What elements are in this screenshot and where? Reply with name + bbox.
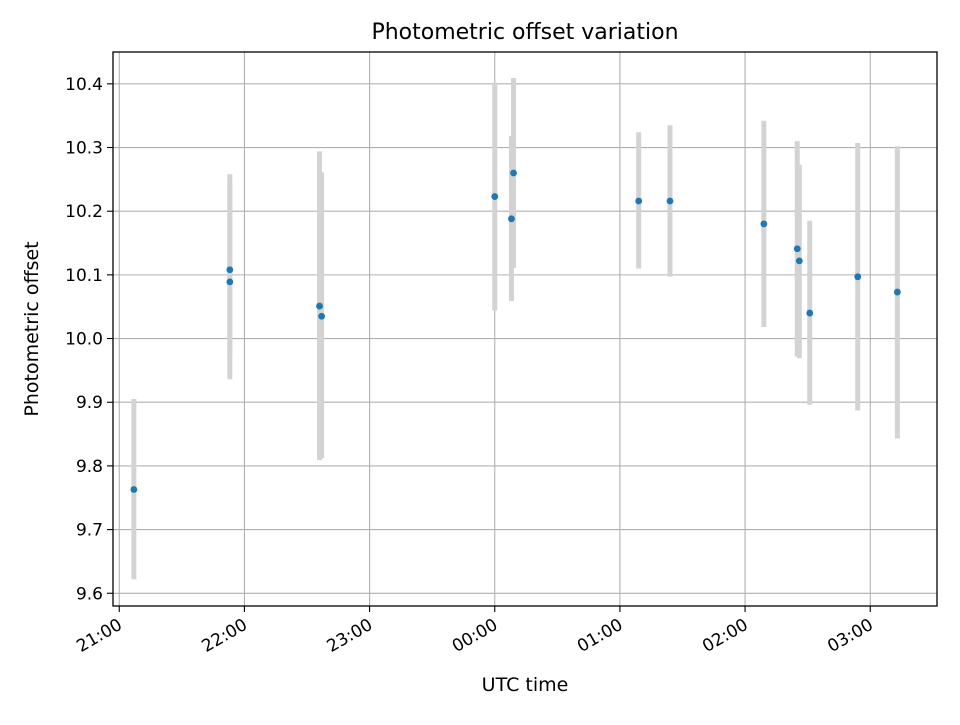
data-point [316, 302, 323, 310]
data-point [491, 193, 499, 200]
data-point [795, 257, 803, 265]
data-point [893, 288, 901, 296]
data-point [666, 197, 674, 205]
data-point [130, 486, 138, 493]
chart-title: Photometric offset variation [371, 20, 678, 45]
data-point [806, 309, 814, 317]
y-tick-label: 9.9 [76, 393, 103, 413]
data-point [226, 266, 234, 274]
data-point [760, 220, 768, 228]
data-point [635, 197, 643, 205]
data-point [793, 245, 801, 253]
y-tick-label: 10.1 [65, 266, 103, 286]
data-point [508, 215, 515, 223]
y-tick-label: 10.0 [65, 330, 103, 350]
data-point [854, 273, 862, 281]
plot-frame [112, 51, 938, 607]
y-tick-label: 9.8 [76, 457, 103, 477]
data-point [510, 169, 517, 177]
y-tick-label: 10.4 [65, 75, 103, 95]
data-points [130, 169, 901, 493]
data-point [318, 312, 326, 320]
y-tick-label: 9.7 [76, 521, 103, 541]
data-point [226, 278, 234, 286]
y-axis-ticks: 9.6 9.7 9.8 9.9 10.0 10.1 10.2 10.3 10.4 [65, 75, 113, 604]
y-tick-label: 9.6 [76, 584, 103, 604]
y-axis-label: Photometric offset [21, 241, 43, 416]
y-tick-label: 10.2 [65, 202, 103, 222]
y-tick-label: 10.3 [65, 139, 103, 159]
x-axis-label: UTC time [482, 674, 569, 696]
